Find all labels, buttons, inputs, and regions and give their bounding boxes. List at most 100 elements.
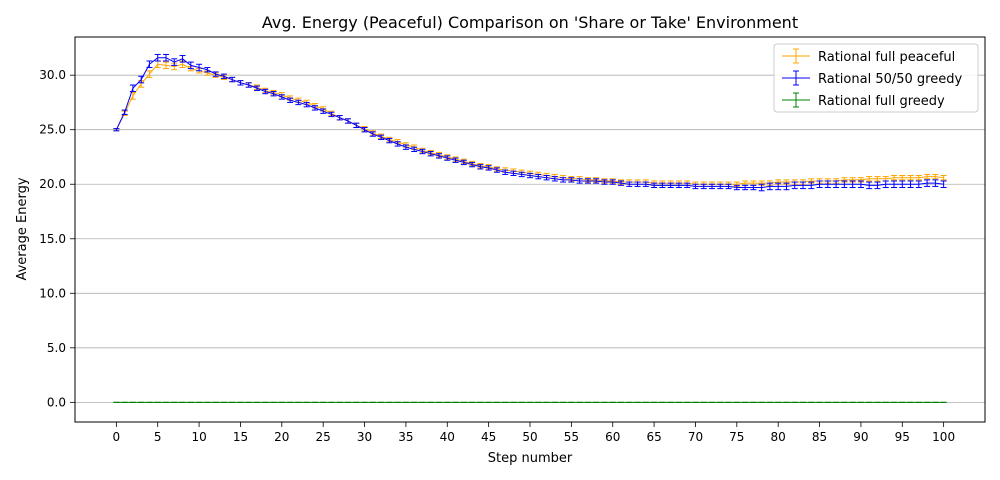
error-bar (733, 184, 740, 191)
error-bar (146, 70, 153, 78)
error-bar (303, 101, 310, 108)
error-bar (345, 118, 351, 124)
grid (75, 74, 985, 403)
error-bar (485, 165, 492, 171)
error-bar (568, 177, 575, 183)
error-bar (874, 181, 881, 190)
error-bar (560, 177, 567, 183)
x-tick-label: 5 (154, 430, 162, 444)
x-tick-label: 90 (853, 430, 868, 444)
error-bar (800, 181, 806, 190)
error-bar (535, 173, 542, 180)
error-bar (502, 169, 509, 175)
error-bar (634, 181, 641, 187)
x-tick-label: 70 (688, 430, 703, 444)
x-tick-label: 40 (440, 430, 455, 444)
x-tick-label: 35 (398, 430, 413, 444)
legend: Rational full peaceful Rational 50/50 gre… (773, 43, 979, 113)
legend-item: Rational full peaceful (782, 48, 955, 65)
legend-label: Rational full greedy (818, 94, 945, 109)
x-tick-label: 50 (522, 430, 537, 444)
error-bar (675, 182, 682, 189)
y-axis-label: Average Energy (15, 177, 30, 280)
error-bar (849, 180, 856, 189)
error-bar (833, 180, 840, 189)
error-bar (311, 105, 318, 111)
error-bar (915, 175, 922, 181)
error-bar (576, 178, 583, 184)
error-bar (278, 94, 285, 100)
series-1 (113, 53, 947, 192)
error-bar (493, 167, 500, 173)
error-bar (163, 53, 169, 62)
y-tick-label: 20.0 (39, 177, 66, 191)
error-bar (618, 180, 624, 186)
error-bar (411, 146, 418, 153)
error-bar (419, 148, 426, 155)
x-axis: 0 5 10 15 20 25 30 35 40 45 50 55 60 65 70 75 80 85 90 95 10… (113, 422, 955, 444)
y-tick-label: 25.0 (39, 123, 66, 137)
error-bar (899, 180, 906, 189)
error-bar (543, 175, 550, 181)
error-bar (651, 182, 658, 189)
y-tick-label: 10.0 (39, 286, 66, 300)
x-tick-label: 20 (274, 430, 289, 444)
error-bar (361, 127, 368, 133)
x-tick-label: 65 (646, 430, 661, 444)
error-bar (220, 73, 227, 79)
error-bar (593, 178, 600, 184)
error-bar (642, 181, 649, 187)
error-bar (940, 175, 947, 181)
error-bar (766, 182, 773, 191)
error-bar (378, 134, 385, 141)
error-bar (179, 55, 186, 63)
error-bar (866, 181, 873, 190)
error-bar (129, 84, 136, 93)
y-axis: 0.0 5.0 10.0 15.0 20.0 25.0 30.0 (39, 68, 75, 409)
error-bar (237, 80, 244, 86)
error-bar (709, 183, 715, 190)
error-bar (659, 182, 666, 189)
error-bar (510, 170, 517, 177)
error-bar (477, 164, 484, 170)
error-bar (295, 99, 302, 106)
error-bar (146, 60, 153, 69)
error-bar (287, 97, 294, 103)
error-bar (791, 181, 798, 190)
error-bar (204, 67, 211, 73)
error-bar (874, 176, 881, 182)
x-tick-label: 95 (895, 430, 910, 444)
error-bar (924, 179, 931, 187)
error-bar (882, 180, 889, 189)
error-bar (402, 144, 409, 150)
error-bar (626, 181, 633, 187)
error-bar (783, 182, 790, 191)
error-bar (196, 63, 203, 72)
series-layer (113, 53, 947, 403)
error-bar (518, 171, 525, 178)
error-bar (452, 157, 459, 163)
error-bar (328, 111, 335, 118)
error-bar (907, 180, 914, 189)
error-bar (758, 183, 765, 192)
error-bar (816, 180, 823, 189)
error-bar (245, 82, 252, 88)
x-tick-label: 15 (233, 430, 248, 444)
error-bar (138, 75, 145, 84)
error-bar (932, 173, 939, 180)
error-bar (808, 181, 815, 190)
error-bar (700, 183, 707, 190)
error-bar (469, 161, 476, 168)
legend-label: Rational full peaceful (818, 50, 955, 65)
error-bar (444, 155, 451, 161)
error-bar (750, 184, 757, 191)
error-bar (775, 182, 782, 191)
error-bar (824, 180, 831, 189)
error-bar (262, 88, 269, 95)
error-bar (353, 122, 360, 129)
x-tick-label: 30 (357, 430, 372, 444)
y-tick-label: 0.0 (47, 395, 66, 409)
error-bar (171, 58, 178, 66)
error-bar (336, 115, 343, 121)
